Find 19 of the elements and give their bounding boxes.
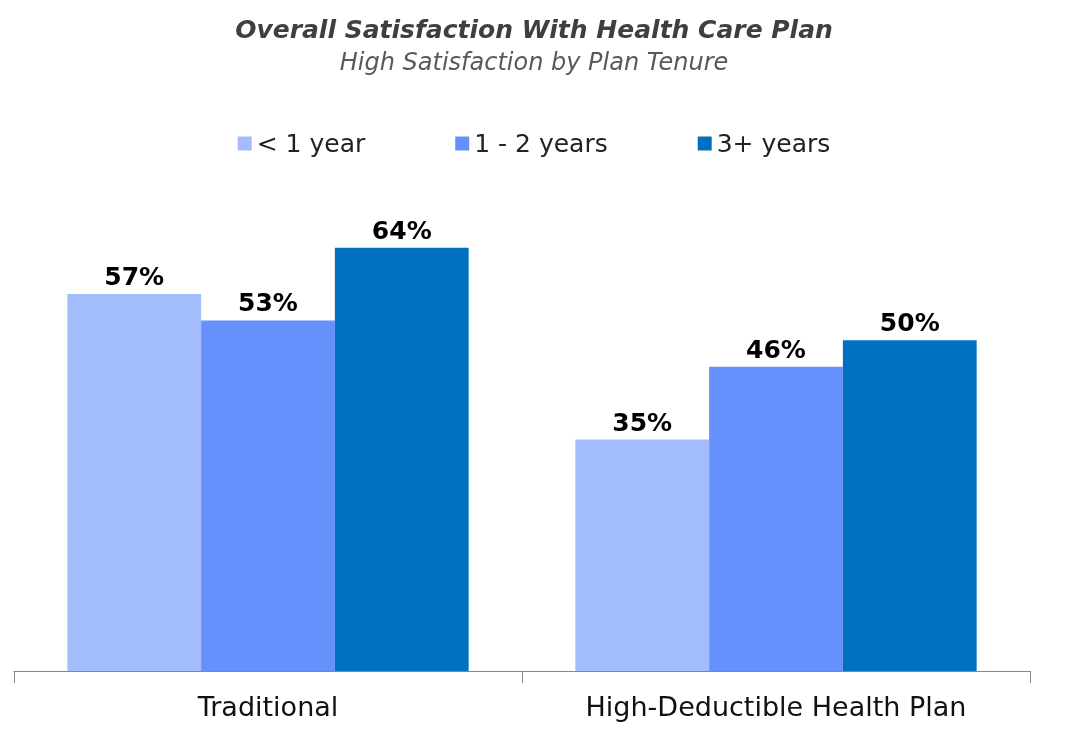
chart-title: Overall Satisfaction With Health Care Plan: [235, 15, 833, 44]
data-label: 53%: [238, 288, 298, 318]
chart-subtitle: High Satisfaction by Plan Tenure: [339, 48, 729, 76]
legend-label: 1 - 2 years: [474, 129, 608, 158]
bar: [334, 247, 469, 671]
x-tick-label: High-Deductible Health Plan: [585, 691, 967, 722]
bar: [709, 366, 843, 671]
bar: [575, 439, 710, 671]
data-label: 50%: [879, 308, 940, 338]
data-label: 46%: [746, 334, 806, 364]
data-label: 57%: [104, 261, 165, 291]
data-label: 64%: [371, 215, 432, 245]
data-label: 35%: [612, 407, 673, 437]
bar: [67, 293, 202, 671]
bar: [842, 340, 977, 671]
bar: [201, 320, 335, 671]
x-tick-label: Traditional: [196, 691, 339, 722]
legend-label: 3+ years: [716, 129, 831, 158]
legend-label: < 1 year: [256, 129, 366, 158]
